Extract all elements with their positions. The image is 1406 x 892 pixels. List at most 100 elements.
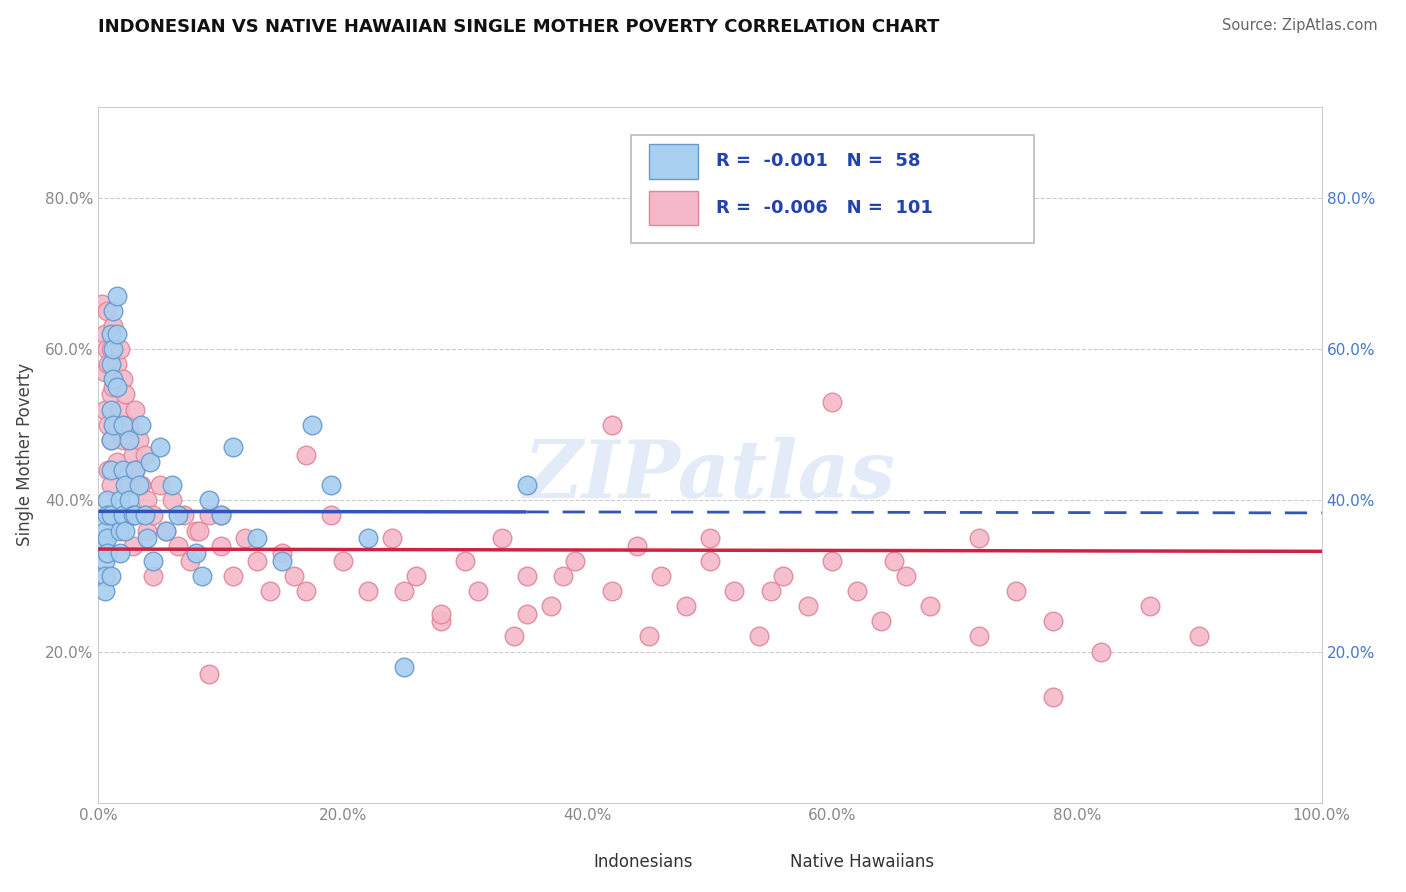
- Point: [105, 357, 128, 371]
- Point: [101, 417, 124, 432]
- Point: [93, 569, 115, 583]
- Point: [136, 531, 159, 545]
- Point: [97, 417, 120, 432]
- Point: [319, 478, 342, 492]
- Point: [142, 554, 165, 568]
- Point: [97, 357, 120, 371]
- Point: [748, 629, 770, 643]
- Point: [101, 372, 124, 386]
- Point: [1188, 629, 1211, 643]
- Point: [100, 402, 122, 417]
- Point: [134, 508, 156, 523]
- Point: [1004, 584, 1026, 599]
- Text: Native Hawaiians: Native Hawaiians: [790, 853, 934, 871]
- Point: [845, 584, 868, 599]
- Point: [821, 554, 844, 568]
- Point: [93, 554, 115, 568]
- Point: [540, 599, 562, 614]
- Point: [246, 531, 269, 545]
- Point: [118, 417, 141, 432]
- Point: [111, 433, 134, 447]
- FancyBboxPatch shape: [650, 144, 697, 178]
- Point: [128, 433, 150, 447]
- Point: [356, 584, 378, 599]
- FancyBboxPatch shape: [538, 851, 585, 877]
- Point: [124, 463, 146, 477]
- Text: R =  -0.006   N =  101: R = -0.006 N = 101: [716, 199, 934, 217]
- Point: [626, 539, 648, 553]
- Point: [553, 569, 575, 583]
- Point: [515, 569, 537, 583]
- Point: [110, 402, 132, 417]
- Point: [100, 342, 122, 356]
- Point: [967, 531, 990, 545]
- Point: [430, 607, 453, 621]
- Point: [160, 493, 183, 508]
- Point: [381, 531, 404, 545]
- Point: [129, 478, 152, 492]
- Point: [772, 569, 794, 583]
- Point: [101, 319, 124, 334]
- Point: [319, 508, 342, 523]
- Point: [209, 539, 232, 553]
- Point: [105, 417, 128, 432]
- Point: [101, 380, 124, 394]
- Point: [191, 569, 214, 583]
- Point: [121, 448, 143, 462]
- Point: [491, 531, 513, 545]
- Point: [155, 524, 177, 538]
- Point: [100, 433, 122, 447]
- Point: [100, 387, 122, 401]
- Point: [118, 433, 141, 447]
- Point: [187, 524, 209, 538]
- Point: [515, 607, 537, 621]
- Point: [114, 387, 136, 401]
- Point: [1090, 644, 1112, 658]
- Point: [142, 569, 165, 583]
- Point: [100, 508, 122, 523]
- Point: [967, 629, 990, 643]
- Point: [134, 448, 156, 462]
- Point: [93, 524, 115, 538]
- Point: [100, 478, 122, 492]
- Point: [118, 478, 141, 492]
- Point: [101, 304, 124, 318]
- Point: [91, 296, 114, 310]
- Point: [883, 554, 905, 568]
- Point: [129, 417, 152, 432]
- Point: [332, 554, 354, 568]
- Point: [124, 508, 146, 523]
- Point: [100, 357, 122, 371]
- Point: [920, 599, 942, 614]
- Text: R =  -0.001   N =  58: R = -0.001 N = 58: [716, 153, 921, 170]
- Point: [100, 433, 122, 447]
- Point: [356, 531, 378, 545]
- Point: [638, 629, 661, 643]
- Point: [894, 569, 917, 583]
- Point: [197, 667, 219, 681]
- Point: [600, 584, 623, 599]
- FancyBboxPatch shape: [650, 191, 697, 226]
- Point: [246, 554, 269, 568]
- Point: [110, 342, 132, 356]
- Point: [392, 659, 416, 673]
- Point: [797, 599, 820, 614]
- Point: [96, 546, 118, 560]
- Point: [270, 554, 294, 568]
- Point: [118, 493, 141, 508]
- Point: [124, 402, 146, 417]
- Point: [515, 478, 537, 492]
- Point: [110, 524, 132, 538]
- Point: [93, 539, 115, 553]
- Point: [233, 531, 256, 545]
- Point: [111, 463, 134, 477]
- Point: [167, 508, 190, 523]
- Y-axis label: Single Mother Poverty: Single Mother Poverty: [15, 363, 34, 547]
- Point: [93, 402, 115, 417]
- Point: [564, 554, 586, 568]
- Text: Indonesians: Indonesians: [593, 853, 693, 871]
- Text: INDONESIAN VS NATIVE HAWAIIAN SINGLE MOTHER POVERTY CORRELATION CHART: INDONESIAN VS NATIVE HAWAIIAN SINGLE MOT…: [98, 18, 939, 36]
- Point: [155, 524, 177, 538]
- FancyBboxPatch shape: [734, 851, 780, 877]
- Point: [139, 455, 162, 469]
